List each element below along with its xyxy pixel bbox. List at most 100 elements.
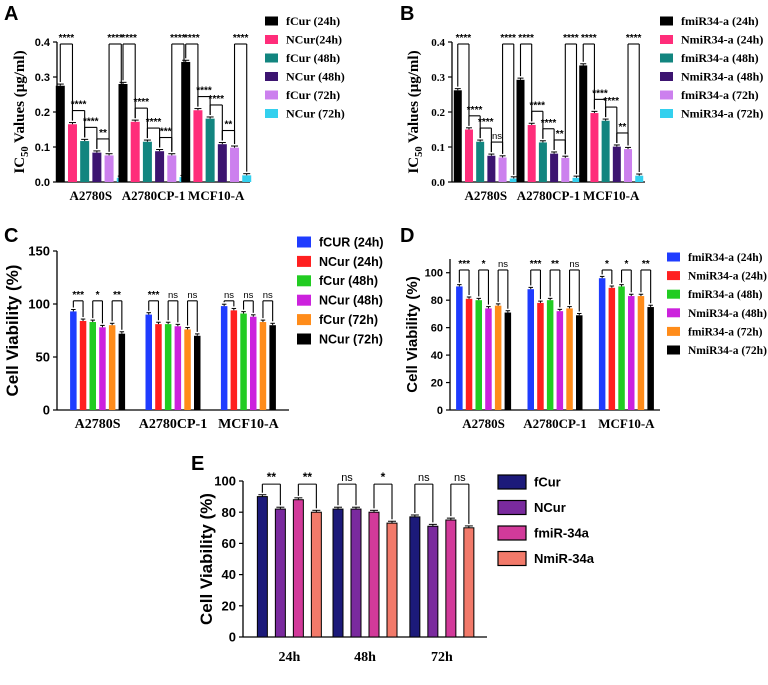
significance-label: ** <box>267 470 277 484</box>
category-label: A2780CP-1 <box>139 417 207 432</box>
category-label: A2780CP-1 <box>523 416 587 431</box>
y-axis-label: Cell Viability (%) <box>404 276 421 392</box>
legend-label: fCur (72h) <box>286 88 340 102</box>
panel-e: E 0 20 40 60 80 100 Cell Viability (%) 24h 48h 72h… <box>191 453 595 665</box>
legend-swatch <box>667 326 680 336</box>
significance-label: * <box>624 259 628 270</box>
significance-label: **** <box>581 33 597 44</box>
bar-a2780cp-1-series-1 <box>527 289 534 410</box>
y-axis-label-subscript: 50 <box>20 146 31 157</box>
bar-48h-series-4 <box>386 522 398 638</box>
bar-72h-series-1 <box>409 516 421 638</box>
panel-letter: D <box>400 225 414 247</box>
bar-a2780cp-1-series-5 <box>184 329 191 410</box>
significance-label: **** <box>563 33 579 44</box>
bar-mcf10-a-series-6 <box>242 175 252 182</box>
legend-swatch <box>660 109 673 118</box>
y-tick-label: 0.3 <box>35 72 50 84</box>
y-tick-label: 20 <box>431 377 443 389</box>
category-label: 24h <box>278 650 300 665</box>
bar-a2780cp-1-series-4 <box>174 326 182 410</box>
significance-label: **** <box>478 117 494 128</box>
bar-72h-series-2 <box>427 525 439 638</box>
significance-label: *** <box>530 259 542 270</box>
y-tick-label: 0.2 <box>35 107 50 119</box>
bar-a2780s-series-4 <box>99 327 106 410</box>
panel-b: B 0.0 0.1 0.2 0.3 0.4 IC50 Values (μg/ml) A2780… <box>400 3 763 203</box>
significance-label: ** <box>619 122 627 133</box>
legend-swatch <box>297 236 311 248</box>
bar-a2780cp-1-series-6 <box>576 315 583 410</box>
significance-label: *** <box>160 127 172 138</box>
y-tick-label: 0.0 <box>431 177 445 189</box>
y-axis-label-subscript: 50 <box>414 146 425 157</box>
category-label: A2780S <box>462 416 505 431</box>
significance-label: **** <box>134 97 150 108</box>
significance-label: ns <box>492 131 502 142</box>
legend-label: fmiR34-a (48h) <box>681 51 759 65</box>
bar-24h-series-1 <box>256 496 268 638</box>
significance-label: ns <box>454 472 466 484</box>
bar-24h-series-3 <box>292 499 304 638</box>
bar-24h-series-2 <box>274 508 286 638</box>
bar-72h-series-3 <box>445 519 457 638</box>
bar-48h-series-2 <box>350 508 362 638</box>
bar-a2780cp-1-series-2 <box>527 124 536 182</box>
significance-label: **** <box>146 117 162 128</box>
legend-label: fCur <box>534 475 561 490</box>
y-tick-label: 80 <box>222 505 236 520</box>
bar-mcf10-a-series-5 <box>637 296 645 410</box>
bar-72h-series-4 <box>463 527 475 638</box>
bar-mcf10-a-series-6 <box>635 175 644 182</box>
bar-a2780s-series-5 <box>498 157 507 182</box>
bar-mcf10-a-series-5 <box>624 149 633 182</box>
bar-48h-series-1 <box>332 508 344 638</box>
bar-a2780s-series-1 <box>55 85 65 182</box>
y-axis-label: Cell Viability (%) <box>197 493 216 625</box>
legend-label: NmiR34-a (24h) <box>681 33 763 47</box>
y-tick-label: 0.4 <box>35 37 51 49</box>
legend-label: NCur (72h) <box>319 332 383 346</box>
y-tick-label: 100 <box>28 297 50 312</box>
bar-mcf10-a-series-4 <box>250 316 257 410</box>
y-tick-label: 0.1 <box>35 142 50 154</box>
significance-label: ns <box>224 290 234 301</box>
legend-label: NCur (24h) <box>319 255 383 269</box>
legend-label: NmiR34-a (72h) <box>688 345 767 357</box>
significance-label: **** <box>500 33 516 44</box>
significance-label: **** <box>603 96 619 107</box>
panel-c: C 0 50 100 150 Cell Viability (%) A2780S A2780C… <box>3 225 384 432</box>
bar-a2780s-series-5 <box>104 155 114 182</box>
bar-a2780cp-1-series-6 <box>194 335 201 410</box>
bar-a2780s-series-3 <box>476 141 485 182</box>
legend-swatch <box>297 255 311 267</box>
significance-label: **** <box>170 33 186 44</box>
significance-label: **** <box>59 33 75 44</box>
bar-a2780s-series-4 <box>487 155 496 182</box>
bar-a2780s-series-3 <box>89 322 96 410</box>
y-tick-label: 150 <box>28 244 50 259</box>
bar-mcf10-a-series-1 <box>598 278 606 410</box>
bar-a2780s-series-2 <box>465 298 473 410</box>
bar-a2780cp-1-series-4 <box>550 153 559 182</box>
significance-label: **** <box>592 88 608 99</box>
legend-label: NCur (48h) <box>286 70 345 84</box>
legend-label: NCur (48h) <box>319 294 383 308</box>
category-label: A2780CP-1 <box>517 188 581 203</box>
legend-label: fCUR (24h) <box>319 235 384 249</box>
bar-mcf10-a-series-4 <box>217 144 227 182</box>
legend-swatch <box>265 90 278 100</box>
significance-label: * <box>96 290 100 301</box>
y-tick-label: 0 <box>43 403 50 418</box>
y-tick-label: 0.0 <box>35 177 50 189</box>
bar-a2780cp-1-series-5 <box>561 157 570 182</box>
category-label: A2780S <box>69 188 112 203</box>
significance-label: *** <box>148 290 160 301</box>
legend-label: fmiR34-a (24h) <box>688 252 763 264</box>
bar-a2780s-series-6 <box>118 333 126 410</box>
bar-a2780s-series-2 <box>79 320 87 410</box>
legend-label: NCur (72h) <box>286 107 345 121</box>
y-axis-label-main: IC <box>12 157 28 174</box>
bar-a2780cp-1-series-1 <box>516 79 525 182</box>
significance-label: ns <box>168 290 178 301</box>
